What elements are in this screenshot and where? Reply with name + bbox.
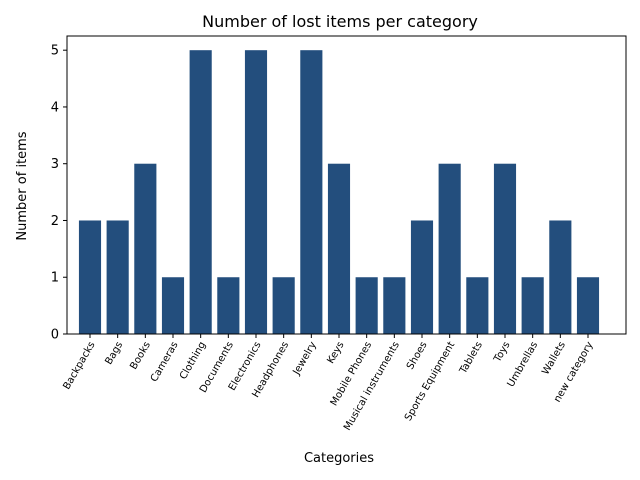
bar-books: [134, 163, 157, 334]
bar-clothing: [189, 50, 212, 334]
y-tick-label: 5: [51, 44, 59, 59]
bar-shoes: [410, 220, 434, 334]
x-tick-label: Cameras: [149, 340, 181, 384]
y-tick-label: 3: [51, 157, 59, 172]
y-tick-label: 2: [51, 214, 59, 229]
bar-jewelry: [300, 50, 323, 334]
y-axis-ticks: 0 1 2 3 4 5: [51, 44, 67, 343]
x-tick-label: Sports Equipment: [403, 340, 457, 423]
x-tick-label: Keys: [325, 340, 346, 366]
x-tick-label: Bags: [103, 340, 125, 367]
x-tick-label: Jewelry: [291, 340, 319, 378]
bars-group: [78, 50, 600, 334]
bar-sports-equipment: [438, 163, 461, 334]
bar-bags: [106, 220, 129, 334]
x-tick-label: Books: [128, 340, 153, 372]
x-tick-label: Backpacks: [61, 340, 97, 392]
bar-electronics: [244, 50, 268, 334]
x-tick-label: Clothing: [178, 340, 208, 382]
x-tick-label: Musical instruments: [342, 340, 402, 433]
bar-backpacks: [78, 220, 102, 334]
bar-musical-instruments: [383, 277, 406, 334]
bar-headphones: [272, 277, 295, 334]
x-tick-label: Tablets: [457, 340, 485, 377]
x-axis-ticks: Backpacks Bags BooksCamerasClothingDocumen…: [61, 334, 596, 433]
bar-wallets: [549, 220, 572, 334]
bar-mobile-phones: [355, 277, 378, 334]
x-axis-label: Categories: [304, 451, 374, 466]
x-tick-label: Wallets: [540, 340, 568, 377]
bar-cameras: [161, 277, 185, 334]
bar-toys: [493, 163, 517, 334]
plot-frame: [66, 35, 627, 335]
bar-tablets: [466, 277, 489, 334]
y-axis-label: Number of items: [15, 131, 30, 240]
x-tick-label: Shoes: [405, 340, 430, 372]
y-tick-label: 1: [51, 271, 59, 286]
bar-documents: [217, 277, 240, 334]
bar-umbrellas: [521, 277, 544, 334]
x-tick-label: Toys: [492, 340, 513, 365]
y-tick-label: 0: [51, 328, 59, 343]
bar-new-category: [576, 277, 600, 334]
chart-title: Number of lost items per category: [202, 12, 478, 31]
y-tick-label: 4: [51, 100, 59, 115]
bar-keys: [327, 163, 351, 334]
